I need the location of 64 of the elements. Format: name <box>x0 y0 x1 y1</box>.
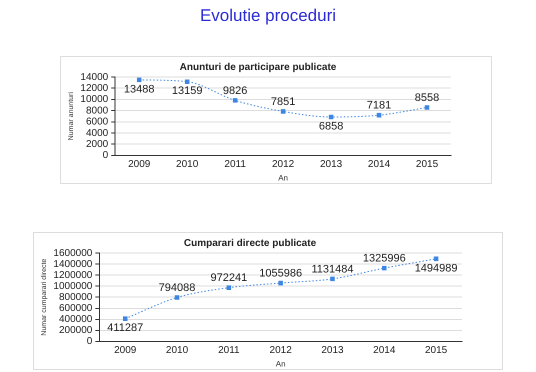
x-tick-label: 2011 <box>218 345 240 356</box>
y-tick-label: 600000 <box>58 303 93 314</box>
data-label: 1131484 <box>311 263 354 276</box>
x-tick-label: 2010 <box>166 345 189 356</box>
data-label: 9826 <box>222 84 248 97</box>
x-tick-label: 2010 <box>176 159 199 170</box>
y-tick-label: 2000 <box>86 138 109 150</box>
y-tick-label: 0 <box>86 336 93 348</box>
y-tick-label: 10000 <box>80 94 109 106</box>
x-tick-label: 2014 <box>368 159 391 170</box>
y-tick-label: 14000 <box>80 72 109 83</box>
point <box>174 295 180 300</box>
x-tick-label: 2009 <box>114 345 137 356</box>
y-tick-label: 1200000 <box>53 270 93 281</box>
text: Evolutie proceduri <box>198 6 338 26</box>
data-label: 1055986 <box>259 268 302 280</box>
x-axis-title: An <box>276 359 286 368</box>
x-tick-label: 2013 <box>321 345 344 356</box>
x-tick-label: 2012 <box>270 345 292 356</box>
data-label: 7851 <box>270 96 296 108</box>
x-tick-label: 2015 <box>416 159 439 170</box>
point <box>232 98 238 103</box>
data-label: 1494989 <box>414 262 458 274</box>
x-tick-label: 2014 <box>373 345 396 356</box>
y-tick-label: 8000 <box>86 105 109 116</box>
point <box>184 79 190 84</box>
data-label: 794088 <box>158 282 196 294</box>
x-tick-label: 2012 <box>272 159 295 170</box>
x-axis-title: An <box>278 173 288 182</box>
y-tick-label: 6000 <box>86 116 109 128</box>
point <box>328 114 334 120</box>
data-label: 972241 <box>210 272 248 284</box>
y-tick-label: 12000 <box>80 82 109 94</box>
y-tick-label: 0 <box>102 150 109 162</box>
data-label: 1325996 <box>362 252 406 265</box>
data-label: 6858 <box>318 120 344 133</box>
data-label: 13159 <box>172 85 202 98</box>
data-label: 411287 <box>107 322 144 334</box>
y-tick-label: 1400000 <box>53 258 93 270</box>
chart-title: Cumparari directe publicate <box>184 238 317 249</box>
point <box>376 112 382 118</box>
chart-title: Anunturi de participare publicate <box>180 62 337 73</box>
data-label: 7181 <box>366 100 392 112</box>
y-tick-label: 4000 <box>86 128 109 139</box>
x-tick-label: 2013 <box>320 159 343 170</box>
point <box>330 276 335 282</box>
point <box>278 280 283 286</box>
point <box>122 316 128 321</box>
point <box>136 78 142 82</box>
x-tick-label: 2011 <box>224 159 246 170</box>
point <box>382 266 387 270</box>
data-label: 13488 <box>124 83 154 96</box>
point <box>434 256 438 262</box>
point <box>226 285 232 290</box>
y-tick-label: 1000000 <box>53 280 93 292</box>
y-tick-label: 800000 <box>58 292 93 303</box>
x-tick-label: 2015 <box>424 345 448 356</box>
y-tick-label: 400000 <box>58 314 93 326</box>
y-tick-label: 1600000 <box>53 248 93 259</box>
data-label: 8558 <box>414 92 440 104</box>
point <box>280 109 286 114</box>
x-tick-label: 2009 <box>128 159 151 170</box>
y-tick-label: 200000 <box>58 325 93 336</box>
point <box>424 105 430 110</box>
